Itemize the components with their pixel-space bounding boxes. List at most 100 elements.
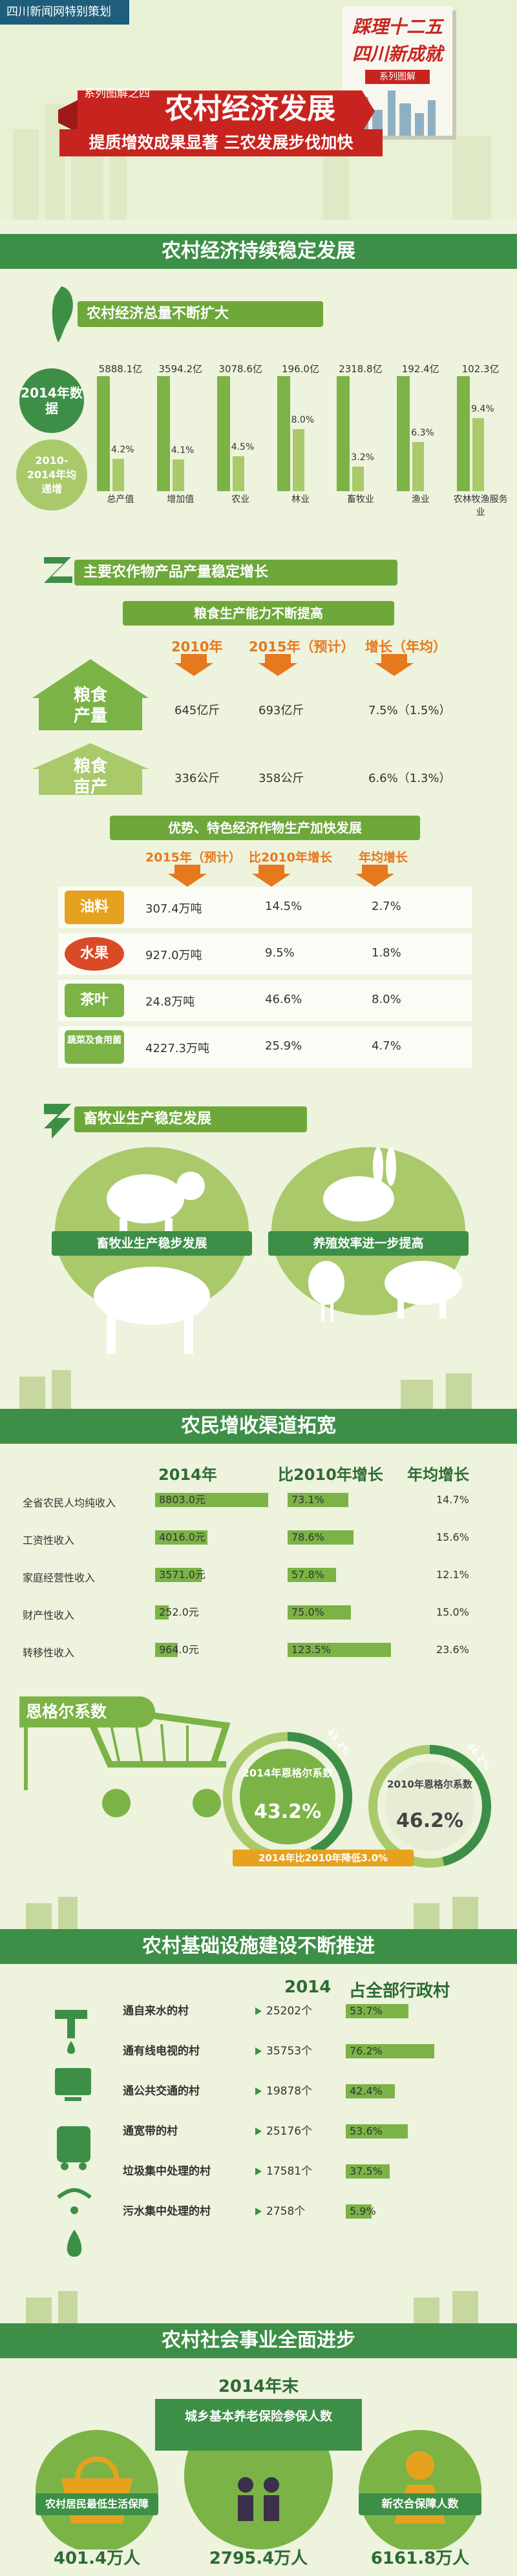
crop-value: 307.4万吨 xyxy=(145,902,202,916)
economy-column-bar xyxy=(156,376,170,491)
crops-row-band xyxy=(58,980,472,1021)
infra-arrow xyxy=(255,2168,262,2175)
economy-bars: 5888.1亿 4.2% 总产值 3594.2亿 4.1% 增加值 3078.6亿 4.5% 农… xyxy=(90,362,511,518)
income-col-inc: 比2010年增长 xyxy=(278,1466,383,1484)
economy-name: 林业 xyxy=(291,494,310,505)
crop-average: 1.8% xyxy=(372,946,401,960)
sub1-number-icon xyxy=(39,283,84,345)
income-label: 全省农民人均纯收入 xyxy=(23,1497,116,1509)
infra-value: 17581个 xyxy=(266,2165,313,2178)
page-title: 农村经济发展 xyxy=(165,92,335,125)
infra-arrow xyxy=(255,2087,262,2095)
income-label: 家庭经营性收入 xyxy=(23,1572,96,1584)
infra-bar xyxy=(346,2004,408,2018)
infra-pct: 53.6% xyxy=(350,2125,383,2137)
infra-label: 垃圾集中处理的村 xyxy=(123,2165,211,2178)
crops-banner: 优势、特色经济作物生产加快发展 xyxy=(110,816,420,840)
livestock-right-label: 养殖效率进一步提高 xyxy=(268,1231,469,1256)
grain-col-2010: 2010年 xyxy=(171,639,223,655)
income-value: 3571.0元 xyxy=(159,1568,206,1581)
income-avg: 12.1% xyxy=(436,1568,469,1581)
economy-value: 102.3亿 xyxy=(461,363,500,375)
grain-yield-2010: 336公斤 xyxy=(174,772,220,785)
crops-row-band xyxy=(58,887,472,928)
income-inc: 57.8% xyxy=(291,1568,324,1581)
engel-2014-label: 2014年恩格尔系数 xyxy=(242,1767,333,1779)
crop-label: 水果 xyxy=(65,937,124,971)
grain-output-growth: 7.5%（1.5%） xyxy=(368,704,451,717)
section3-bar: 农村基础设施建设不断推进 xyxy=(0,1929,517,1964)
engel-2014-ring: 2014年恩格尔系数 43.2% 43.2% xyxy=(223,1727,352,1861)
income-avg: 23.6% xyxy=(436,1643,469,1656)
infra-pct: 76.2% xyxy=(350,2045,383,2057)
section4-bar: 农村社会事业全面进步 xyxy=(0,2323,517,2358)
infra-value: 35753个 xyxy=(266,2045,313,2058)
sub3-banner: 畜牧业生产稳定发展 xyxy=(74,1106,307,1132)
crop-label: 油料 xyxy=(65,891,124,924)
grain-arrows-art xyxy=(174,654,414,676)
series-tag: 系列图解之四 xyxy=(84,87,150,100)
grain-yield-label: 粮食亩产 xyxy=(73,757,107,797)
section3-skyline-art xyxy=(26,1897,478,1929)
infra-value: 2758个 xyxy=(266,2205,306,2218)
infra-pct: 53.7% xyxy=(350,2005,383,2017)
crop-increase: 25.9% xyxy=(265,1039,302,1053)
income-inc-bar xyxy=(288,1530,353,1545)
income-bar xyxy=(155,1643,178,1657)
infra-pct: 37.5% xyxy=(350,2165,383,2177)
engel-2014-value: 43.2% xyxy=(253,1800,322,1823)
page-subtitle: 提质增效成果显著 三农发展步伐加快 xyxy=(59,129,383,156)
grain-output-2015: 693亿斤 xyxy=(258,704,304,717)
livestock-art xyxy=(94,1147,462,1354)
infra-label: 通宽带的村 xyxy=(123,2125,178,2138)
economy-growth-bar xyxy=(112,459,124,491)
economy-growth-bar xyxy=(232,456,244,491)
infra-arrow xyxy=(255,2007,262,2015)
brand-label: 四川新闻网特别策划 xyxy=(0,0,129,25)
infra-label: 通有线电视的村 xyxy=(123,2045,200,2058)
section1-title: 农村经济持续稳定发展 xyxy=(162,240,355,262)
social-year: 2014年末 xyxy=(218,2377,299,2396)
income-avg: 14.7% xyxy=(436,1494,469,1506)
section2-bar: 农民增收渠道拓宽 xyxy=(0,1409,517,1444)
section2-skyline-art xyxy=(19,1370,472,1409)
crops-col-2015: 2015年（预计） xyxy=(145,850,241,865)
income-col-avg: 年均增长 xyxy=(407,1466,469,1484)
economy-growth: 8.0% xyxy=(291,415,315,425)
infra-arrow xyxy=(255,2208,262,2215)
income-avg: 15.0% xyxy=(436,1606,469,1618)
economy-column-bar xyxy=(457,376,470,491)
economy-growth: 4.5% xyxy=(231,442,255,452)
book-tag: 系列图解 xyxy=(365,70,430,84)
engel-2010-label: 2010年恩格尔系数 xyxy=(387,1779,472,1790)
infra-label: 通自来水的村 xyxy=(123,2005,189,2018)
economy-growth: 4.2% xyxy=(111,445,134,455)
income-inc: 123.5% xyxy=(291,1643,332,1656)
engel-2010-core xyxy=(385,1762,474,1851)
section1-bar: 农村经济持续稳定发展 xyxy=(0,234,517,269)
title-ribbon-art xyxy=(58,90,375,132)
infra-value: 19878个 xyxy=(266,2085,313,2098)
ncms-label: 新农合保障人数 xyxy=(359,2493,481,2515)
subsistence-label: 农村居民最低生活保障 xyxy=(36,2493,158,2515)
economy-name: 总产值 xyxy=(107,494,134,505)
infra-label: 通公共交通的村 xyxy=(123,2085,200,2098)
income-label: 财产性收入 xyxy=(23,1609,75,1621)
income-bar xyxy=(155,1568,202,1582)
economy-growth: 3.2% xyxy=(351,452,374,463)
economy-value: 3594.2亿 xyxy=(158,363,203,375)
crop-label: 蔬菜及食用菌 xyxy=(65,1030,124,1064)
engel-title: 恩格尔系数 xyxy=(19,1696,155,1727)
crops-row-band xyxy=(58,1026,472,1068)
section3-title: 农村基础设施建设不断推进 xyxy=(142,1935,375,1958)
economy-growth-bar xyxy=(412,442,425,491)
ncms-value: 6161.8万人 xyxy=(370,2549,470,2568)
crops-col-avg: 年均增长 xyxy=(359,850,408,865)
engel-2010-ring-arc xyxy=(368,1745,491,1868)
income-inc-bar xyxy=(288,1568,336,1582)
section4-skyline-art xyxy=(26,2291,478,2323)
infra-table: 通自来水的村 25202个 53.7% 通有线电视的村 35753个 76.2% 通公共交通… xyxy=(123,2003,511,2262)
infra-icons-art xyxy=(55,2010,92,2257)
pension-label: 城乡基本养老保险参保人数 xyxy=(155,2399,362,2451)
economy-column-bar xyxy=(216,376,230,491)
